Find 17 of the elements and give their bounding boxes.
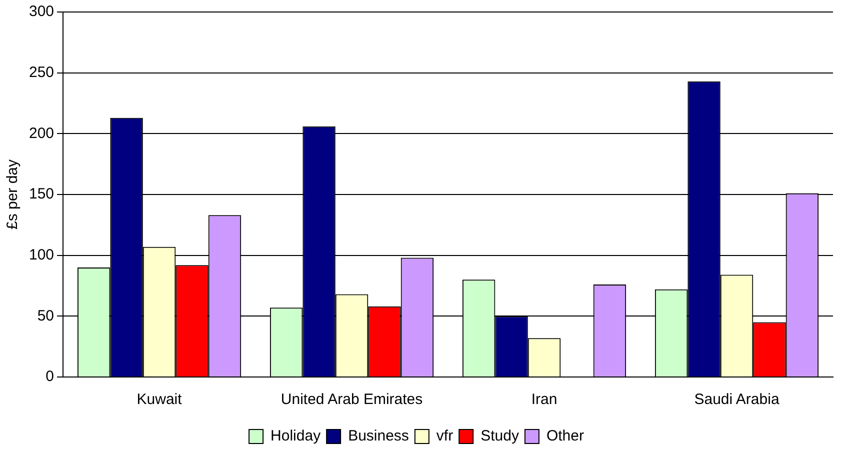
legend-label: Study (480, 428, 520, 445)
y-tick-label: 50 (37, 307, 54, 324)
x-tick-label: Iran (531, 391, 558, 408)
legend-label: vfr (436, 428, 454, 445)
x-tick-label: Saudi Arabia (694, 391, 780, 408)
y-tick-label: 250 (28, 64, 54, 81)
y-tick-label: 200 (28, 124, 54, 142)
legend-label: Business (348, 428, 409, 445)
legend-label: Other (546, 428, 584, 445)
y-tick-label: 100 (28, 246, 54, 264)
y-axis-title: £s per day (4, 158, 22, 230)
x-tick-label: United Arab Emirates (280, 391, 423, 408)
y-tick-label: 150 (28, 186, 54, 203)
x-tick-label: Kuwait (136, 391, 183, 408)
legend-label: Holiday (270, 428, 322, 445)
y-tick-label: 0 (46, 368, 54, 386)
y-tick-label: 300 (28, 3, 54, 20)
